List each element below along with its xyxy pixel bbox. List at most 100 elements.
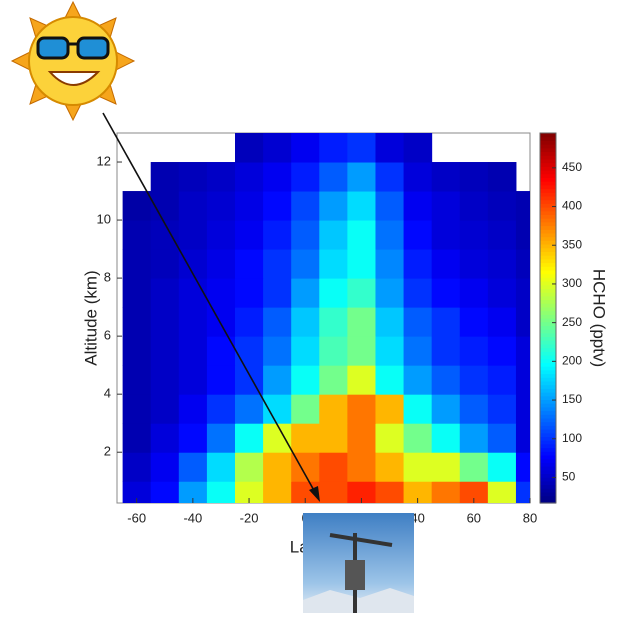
- colorbar-tick-label: 50: [562, 470, 576, 484]
- colorbar-step: [540, 340, 556, 344]
- heatmap-cell: [375, 423, 404, 453]
- heatmap-cell: [235, 133, 264, 163]
- heatmap-cell: [404, 249, 433, 279]
- heatmap-cell: [404, 336, 433, 366]
- heatmap-cell: [319, 452, 348, 482]
- colorbar-step: [540, 174, 556, 178]
- colorbar-step: [540, 159, 556, 163]
- heatmap-cell: [404, 365, 433, 395]
- heatmap-cell: [432, 423, 461, 453]
- heatmap-cell: [123, 394, 152, 424]
- heatmap-cell: [263, 307, 292, 337]
- heatmap-cell: [179, 191, 208, 221]
- heatmap-cell: [404, 452, 433, 482]
- heatmap-cell: [404, 307, 433, 337]
- heatmap-cell: [291, 394, 320, 424]
- heatmap-cell: [207, 452, 236, 482]
- colorbar-step: [540, 277, 556, 281]
- heatmap-cell: [488, 249, 517, 279]
- heatmap-cell: [488, 191, 517, 221]
- heatmap-cell: [404, 220, 433, 250]
- colorbar-tick-label: 300: [562, 276, 582, 290]
- heatmap-cell: [179, 394, 208, 424]
- colorbar-step: [540, 218, 556, 222]
- heatmap-cell: [460, 220, 489, 250]
- heatmap-cell: [375, 452, 404, 482]
- heatmap-cell: [347, 191, 376, 221]
- x-tick-label: -20: [240, 510, 259, 525]
- heatmap-cell: [179, 423, 208, 453]
- heatmap-cell: [432, 336, 461, 366]
- x-tick-label: 80: [523, 510, 537, 525]
- colorbar-step: [540, 337, 556, 341]
- y-tick-label: 4: [104, 386, 111, 401]
- colorbar-step: [540, 274, 556, 278]
- colorbar-step: [540, 303, 556, 307]
- heatmap-cell: [151, 452, 180, 482]
- colorbar-step: [540, 462, 556, 466]
- heatmap-cell: [460, 191, 489, 221]
- colorbar-step: [540, 318, 556, 322]
- colorbar-step: [540, 181, 556, 185]
- colorbar-step: [540, 422, 556, 426]
- heatmap-cell: [375, 220, 404, 250]
- y-tick-label: 12: [97, 153, 111, 168]
- heatmap-cell: [123, 423, 152, 453]
- heatmap-cell: [488, 481, 517, 511]
- heatmap-cell: [347, 365, 376, 395]
- colorbar-step: [540, 307, 556, 311]
- y-tick-label: 10: [97, 211, 111, 226]
- heatmap-cell: [488, 307, 517, 337]
- heatmap-cell: [404, 162, 433, 192]
- colorbar-step: [540, 244, 556, 248]
- heatmap-cell: [263, 365, 292, 395]
- heatmap-cell: [263, 336, 292, 366]
- heatmap-cell: [123, 307, 152, 337]
- heatmap-cell: [347, 336, 376, 366]
- heatmap-cell: [235, 191, 264, 221]
- colorbar-step: [540, 189, 556, 193]
- heatmap-cell: [263, 162, 292, 192]
- colorbar-step: [540, 388, 556, 392]
- colorbar-step: [540, 140, 556, 144]
- heatmap-cell: [319, 133, 348, 163]
- heatmap-cell: [347, 394, 376, 424]
- colorbar-step: [540, 196, 556, 200]
- heatmap-cell: [263, 423, 292, 453]
- colorbar-step: [540, 362, 556, 366]
- heatmap-cell: [319, 365, 348, 395]
- colorbar-step: [540, 459, 556, 463]
- heatmap-cell: [123, 481, 152, 511]
- heatmap-cell: [263, 278, 292, 308]
- heatmap-cell: [319, 220, 348, 250]
- heatmap-cell: [319, 278, 348, 308]
- colorbar-step: [540, 266, 556, 270]
- colorbar-step: [540, 300, 556, 304]
- colorbar-step: [540, 237, 556, 241]
- heatmap-cell: [123, 452, 152, 482]
- heatmap-cell: [375, 307, 404, 337]
- colorbar-step: [540, 333, 556, 337]
- heatmap-cell: [207, 481, 236, 511]
- heatmap-cell: [207, 162, 236, 192]
- heatmap-cell: [263, 394, 292, 424]
- colorbar-step: [540, 488, 556, 492]
- heatmap-cell: [347, 249, 376, 279]
- colorbar-step: [540, 144, 556, 148]
- heatmap-cell: [179, 365, 208, 395]
- heatmap-cell: [460, 307, 489, 337]
- heatmap-cell: [460, 481, 489, 511]
- heatmap-cell: [235, 365, 264, 395]
- heatmap-cell: [375, 162, 404, 192]
- colorbar-step: [540, 233, 556, 237]
- colorbar-step: [540, 370, 556, 374]
- heatmap-cell: [207, 191, 236, 221]
- heatmap-cell: [347, 481, 376, 511]
- y-axis-label: Altitude (km): [81, 270, 100, 365]
- heatmap-cell: [207, 278, 236, 308]
- colorbar-tick-label: 450: [562, 160, 582, 174]
- heatmap-cell: [319, 191, 348, 221]
- colorbar-step: [540, 396, 556, 400]
- heatmap-cell: [404, 394, 433, 424]
- colorbar-step: [540, 418, 556, 422]
